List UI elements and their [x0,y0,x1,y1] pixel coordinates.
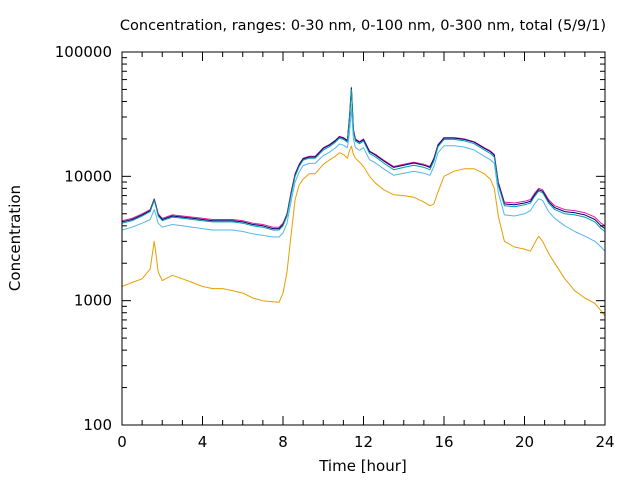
x-tick-label: 16 [434,433,453,451]
y-axis: 100 1000 10000 100000 [55,43,605,434]
series-line-5 [121,145,606,317]
series-line-3 [121,88,606,232]
plot-frame [121,51,606,426]
y-tick-label: 1000 [74,292,112,310]
series-layer [121,86,606,317]
x-tick-label: 0 [117,433,127,451]
x-tick-label: 20 [515,433,534,451]
x-axis: 0 4 8 12 16 20 24 [117,52,615,451]
y-tick-label: 10000 [64,167,112,185]
x-tick-label: 8 [278,433,288,451]
chart-title: Concentration, ranges: 0-30 nm, 0-100 nm… [120,18,606,34]
series-line-1 [121,86,606,228]
x-tick-label: 12 [354,433,373,451]
x-axis-label: Time [hour] [318,457,407,475]
y-tick-label: 100 [83,416,112,434]
series-line-4 [121,108,606,252]
y-tick-label: 100000 [55,43,112,61]
x-tick-label: 4 [198,433,208,451]
y-axis-label: Concentration [6,185,24,291]
x-tick-label: 24 [595,433,614,451]
